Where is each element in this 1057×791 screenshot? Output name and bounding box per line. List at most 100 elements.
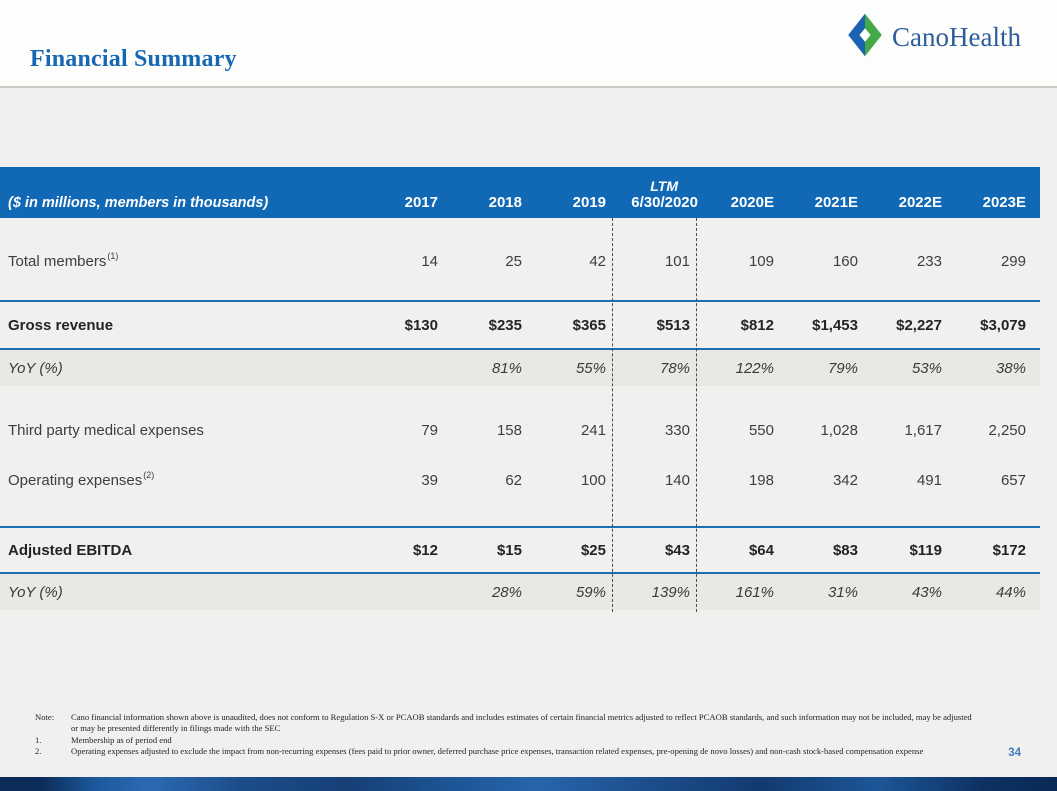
table-cell: 330 (664, 421, 690, 439)
table-cell: 39 (421, 471, 438, 489)
table-cell: $812 (740, 316, 774, 334)
table-row-operating-expenses: Operating expenses (2) 39 62 100 140 198 … (0, 464, 1040, 496)
col-header-2019: 2019 (572, 194, 606, 211)
table-cell: 1,028 (820, 421, 858, 439)
table-cell: 139% (651, 583, 690, 601)
table-cell: $3,079 (980, 316, 1026, 334)
table-cell: 491 (916, 471, 942, 489)
table-cell: 81% (491, 359, 522, 377)
table-cell: 14 (421, 252, 438, 270)
table-cell: $15 (496, 541, 522, 559)
table-cell: 299 (1000, 252, 1026, 270)
page-number: 34 (1008, 747, 1021, 759)
table-cell: 53% (911, 359, 942, 377)
footnote-2: 2. Operating expenses adjusted to exclud… (35, 746, 1005, 757)
footnote-text: Cano financial information shown above i… (71, 712, 972, 734)
table-cell: 28% (491, 583, 522, 601)
col-header-2021e: 2021E (814, 194, 858, 211)
footnote-text: Membership as of period end (71, 734, 172, 745)
table-row-adjusted-ebitda: Adjusted EBITDA $12 $15 $25 $43 $64 $83 … (0, 526, 1040, 574)
table-cell: 43% (911, 583, 942, 601)
row-label: Gross revenue (8, 316, 114, 334)
footnote-label: Note: (35, 712, 55, 722)
col-header-2018: 2018 (488, 194, 522, 211)
row-label: Third party medical expenses (8, 421, 204, 439)
row-label: YoY (%) (8, 359, 63, 377)
table-cell: 550 (748, 421, 774, 439)
col-header-2017: 2017 (404, 194, 438, 211)
footnote-number: 2. (35, 746, 42, 757)
footnotes: Note: Cano financial information shown a… (35, 712, 1005, 757)
footnote-note: Note: Cano financial information shown a… (35, 712, 1005, 735)
table-cell: 109 (748, 252, 774, 270)
table-row-third-party-medical-expenses: Third party medical expenses 79 158 241 … (0, 414, 1040, 446)
table-row-gross-revenue: Gross revenue $130 $235 $365 $513 $812 $… (0, 300, 1040, 350)
row-label-text: Operating expenses (8, 471, 143, 489)
table-cell: 342 (832, 471, 858, 489)
footnote-text: Operating expenses adjusted to exclude t… (71, 746, 924, 757)
table-cell: 241 (580, 421, 606, 439)
table-cell: $119 (909, 541, 942, 559)
table-row-yoy-ebitda: YoY (%) 28% 59% 139% 161% 31% 43% 44% (0, 574, 1040, 610)
table-cell: 79 (421, 421, 438, 439)
table-cell: $2,227 (896, 316, 942, 334)
table-row-yoy-revenue: YoY (%) 81% 55% 78% 122% 79% 53% 38% (0, 350, 1040, 386)
table-row-total-members: Total members (1) 14 25 42 101 109 160 23… (0, 246, 1040, 276)
company-logo-text: CanoHealth (892, 22, 1021, 52)
company-logo: CanoHealth (845, 13, 1021, 62)
table-cell: 233 (916, 252, 942, 270)
table-cell: $12 (412, 541, 438, 559)
table-cell: 100 (580, 471, 606, 489)
footnote-marker: (2) (143, 470, 155, 480)
table-cell: 101 (664, 252, 690, 270)
header-band: Financial Summary CanoHealth (0, 0, 1057, 88)
table-cell: 122% (735, 359, 774, 377)
row-label: Total members (1) (0, 246, 368, 276)
table-cell: $365 (572, 316, 606, 334)
table-cell: 161% (735, 583, 774, 601)
page-title: Financial Summary (30, 46, 237, 72)
row-label-text: Total members (8, 252, 107, 270)
cano-diamond-icon (845, 13, 885, 62)
table-cell: 140 (664, 471, 690, 489)
table-cell: 38% (995, 359, 1026, 377)
bottom-accent-bar (0, 777, 1057, 791)
table-cell: $43 (664, 541, 690, 559)
table-cell: $64 (748, 541, 774, 559)
table-cell: $513 (656, 316, 690, 334)
ltm-dashed-divider-left (612, 218, 613, 612)
table-cell: 657 (1000, 471, 1026, 489)
row-label: YoY (%) (8, 583, 63, 601)
table-cell: $235 (488, 316, 522, 334)
footnote-1: 1. Membership as of period end (35, 735, 1005, 746)
col-header-ltm: LTM 6/30/2020 (620, 167, 704, 218)
table-cell: $130 (404, 316, 438, 334)
table-cell: 2,250 (988, 421, 1026, 439)
table-header-row: ($ in millions, members in thousands) 20… (0, 167, 1040, 218)
table-unit-label: ($ in millions, members in thousands) (8, 195, 269, 211)
table-cell: 198 (748, 471, 774, 489)
table-cell: 55% (575, 359, 606, 377)
table-cell (368, 574, 452, 610)
table-cell: 158 (496, 421, 522, 439)
table-cell: $83 (832, 541, 858, 559)
col-header-2023e: 2023E (982, 194, 1026, 211)
table-cell: 31% (827, 583, 858, 601)
table-cell: 42 (589, 252, 606, 270)
table-cell: 79% (827, 359, 858, 377)
row-label: Operating expenses (2) (0, 464, 368, 496)
footnote-marker: (1) (107, 251, 119, 261)
row-label: Adjusted EBITDA (8, 541, 133, 559)
financial-summary-table: ($ in millions, members in thousands) 20… (0, 167, 1040, 612)
ltm-dashed-divider-right (696, 218, 697, 612)
table-cell: 25 (505, 252, 522, 270)
ltm-date: 6/30/2020 (631, 194, 698, 211)
footnote-number: 1. (35, 734, 42, 745)
table-cell: $25 (580, 541, 606, 559)
table-cell: 44% (995, 583, 1026, 601)
table-cell: 59% (575, 583, 606, 601)
ltm-label: LTM (650, 177, 678, 194)
table-cell: $172 (992, 541, 1026, 559)
col-header-2022e: 2022E (898, 194, 942, 211)
